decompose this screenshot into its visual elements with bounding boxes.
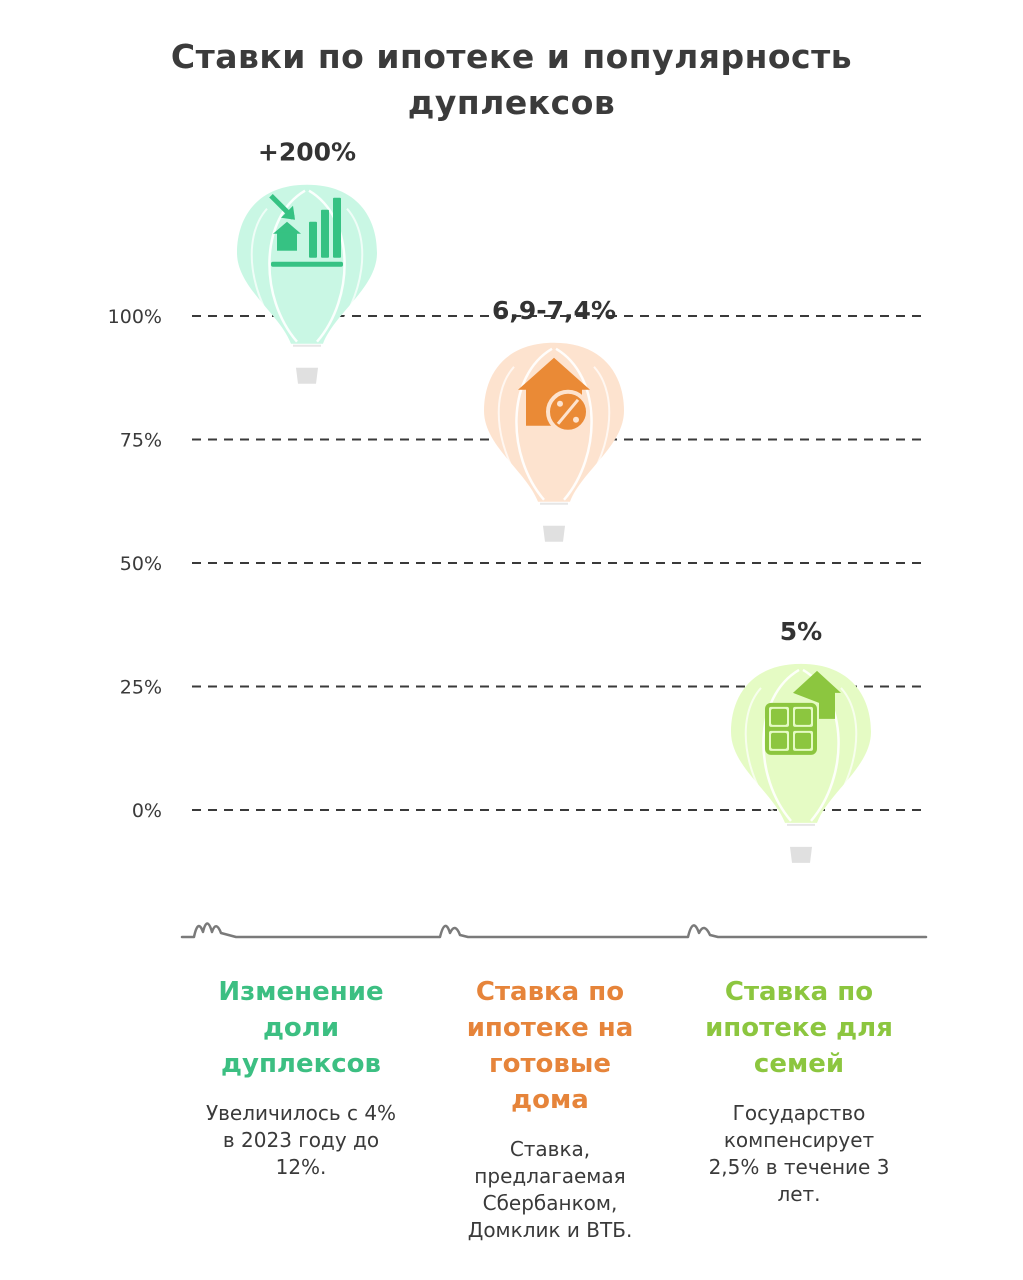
balloon-seam bbox=[497, 366, 533, 499]
heading-line: ипотеке для bbox=[705, 1013, 893, 1043]
description-line: Увеличилось с 4% bbox=[205, 1101, 397, 1125]
description-line: предлагаемая bbox=[474, 1164, 626, 1188]
chart-title-text: Ставки по ипотеке и популярность дуплекс… bbox=[170, 37, 853, 122]
description-line: компенсирует bbox=[723, 1128, 875, 1152]
balloon-seam bbox=[308, 189, 346, 343]
column-description: Увеличилось с 4% в 2023 году до 12%. bbox=[176, 1100, 426, 1181]
y-tick-label: 75% bbox=[120, 430, 162, 452]
heading-line: дуплексов bbox=[221, 1049, 381, 1079]
value-label: +200% bbox=[258, 138, 356, 167]
value-label: 6,9-7,4% bbox=[492, 296, 616, 325]
column-family-rate: Ставка по ипотеке для семей Государство … bbox=[674, 974, 924, 1208]
heading-line: Изменение bbox=[218, 977, 384, 1007]
column-duplex-share: Изменение доли дуплексов Увеличилось с 4… bbox=[176, 974, 426, 1181]
balloon-layer: +200% 6,9-7,4% 5% bbox=[237, 138, 871, 863]
column-description: Государство компенсирует 2,5% в течение … bbox=[674, 1100, 924, 1208]
description-line: 2,5% в течение 3 bbox=[708, 1155, 890, 1179]
column-heading: Изменение доли дуплексов bbox=[176, 974, 426, 1082]
balloon-seam bbox=[515, 347, 553, 501]
house-percent-icon bbox=[518, 357, 590, 434]
balloon-seam bbox=[744, 687, 780, 820]
y-tick-label: 100% bbox=[108, 306, 162, 328]
description-line: Сбербанком, bbox=[482, 1191, 618, 1215]
column-heading: Ставка по ипотеке на готовые дома bbox=[425, 974, 675, 1118]
description-line: в 2023 году до bbox=[222, 1128, 380, 1152]
column-ready-homes-rate: Ставка по ипотеке на готовые дома Ставка… bbox=[425, 974, 675, 1244]
heading-line: Ставка по bbox=[724, 977, 874, 1007]
y-tick-label: 50% bbox=[120, 553, 162, 575]
y-tick-label: 25% bbox=[120, 677, 162, 699]
balloon-marker: 5% bbox=[731, 617, 871, 863]
balloon-seam bbox=[328, 208, 364, 341]
ground-path bbox=[180, 922, 928, 939]
chart-title: Ставки по ипотеке и популярность дуплекс… bbox=[0, 34, 1023, 126]
balloon-seam bbox=[762, 668, 800, 822]
balloon-seam bbox=[575, 366, 611, 499]
calculator-house-icon bbox=[765, 670, 841, 755]
heading-line: дома bbox=[511, 1085, 589, 1115]
description-line: Ставка, bbox=[509, 1137, 591, 1161]
heading-line: ипотеке на bbox=[466, 1013, 634, 1043]
balloon-marker: +200% bbox=[237, 138, 377, 384]
balloon-seam bbox=[822, 687, 858, 820]
column-heading: Ставка по ипотеке для семей bbox=[674, 974, 924, 1082]
balloon-basket bbox=[543, 525, 565, 542]
description-line: лет. bbox=[777, 1182, 821, 1206]
description-line: 12%. bbox=[275, 1155, 327, 1179]
description-line: Государство bbox=[732, 1101, 866, 1125]
balloon-basket bbox=[296, 367, 318, 384]
heading-line: доли bbox=[262, 1013, 340, 1043]
balloon-marker: 6,9-7,4% bbox=[484, 296, 624, 542]
balloon-seam bbox=[250, 208, 286, 341]
y-tick-label: 0% bbox=[132, 800, 162, 822]
description-line: Домклик и ВТБ. bbox=[467, 1218, 633, 1242]
ground-line bbox=[180, 922, 928, 939]
column-description: Ставка, предлагаемая Сбербанком, Домклик… bbox=[425, 1136, 675, 1244]
heading-line: готовые bbox=[489, 1049, 611, 1079]
chart-house-icon bbox=[269, 193, 343, 267]
heading-line: семей bbox=[753, 1049, 845, 1079]
balloon-basket bbox=[790, 846, 812, 863]
balloon-seam bbox=[268, 189, 306, 343]
value-label: 5% bbox=[780, 617, 822, 646]
heading-line: Ставка по bbox=[475, 977, 625, 1007]
balloon-seam bbox=[555, 347, 593, 501]
